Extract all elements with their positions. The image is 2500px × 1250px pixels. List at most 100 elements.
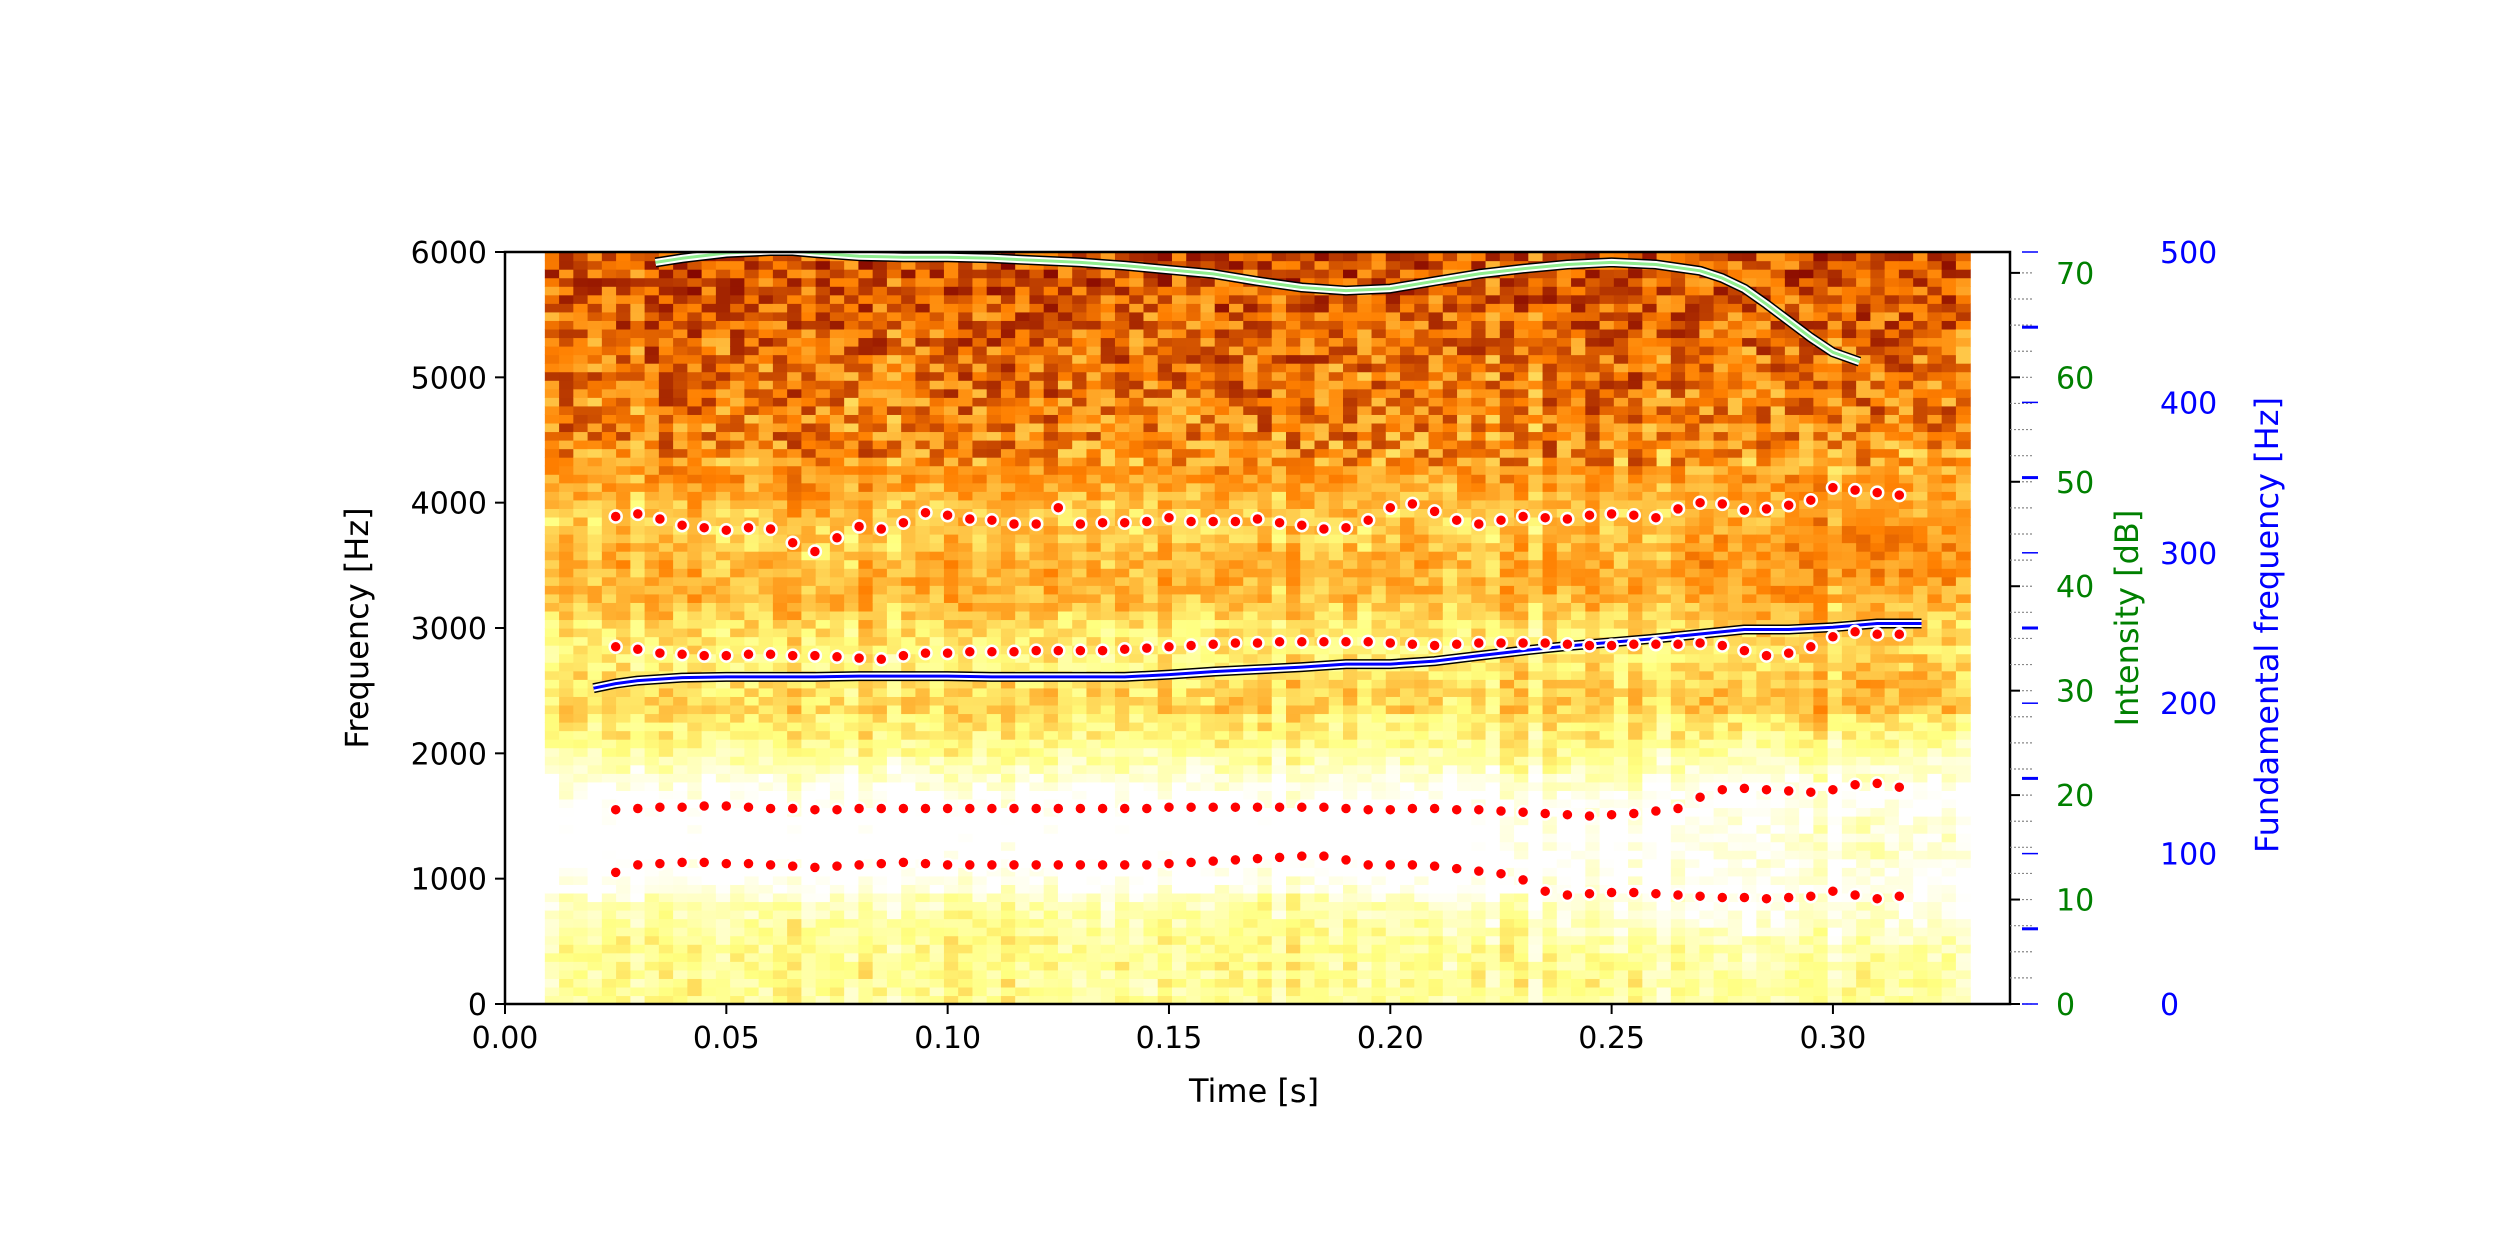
y-tick-label: 3000	[411, 612, 487, 647]
formant-point	[741, 520, 756, 535]
formant-point	[1360, 634, 1376, 650]
formant-point	[1427, 638, 1442, 653]
x-axis-label: Time [s]	[1188, 1072, 1319, 1110]
y-axis-label: Frequency [Hz]	[338, 507, 376, 748]
formant-point	[1892, 487, 1907, 503]
formant-point	[962, 644, 978, 660]
formant-point	[1759, 782, 1774, 797]
formant-point	[630, 801, 646, 816]
intensity-tick-label: 10	[2056, 884, 2094, 919]
formant-point	[1825, 782, 1841, 797]
formant-point	[1205, 637, 1221, 652]
formant-point	[1161, 510, 1177, 525]
intensity-tick-label: 0	[2056, 988, 2075, 1023]
formant-point	[785, 535, 800, 551]
formant-point	[1537, 806, 1553, 821]
formant-point	[1515, 804, 1531, 820]
formant-point	[874, 801, 889, 816]
formant-markers	[608, 480, 1907, 906]
formant-point	[1073, 516, 1088, 532]
formant-point	[1471, 863, 1487, 879]
formant-point	[1294, 799, 1310, 815]
formant-point	[1161, 856, 1177, 871]
formant-point	[1869, 627, 1885, 642]
formant-point	[896, 515, 911, 530]
formant-point	[1006, 644, 1022, 660]
formant-point	[1825, 883, 1841, 899]
formant-point	[874, 652, 889, 667]
formant-point	[1648, 637, 1664, 652]
formant-point	[918, 645, 933, 661]
formant-point	[1781, 645, 1796, 661]
formant-point	[829, 649, 845, 665]
formant-point	[1161, 799, 1177, 815]
formant-point	[1006, 857, 1022, 873]
formant-point	[1316, 799, 1332, 815]
formant-point	[1471, 802, 1487, 817]
formant-point	[984, 857, 1000, 873]
formant-point	[1604, 638, 1619, 653]
formant-point	[1582, 638, 1597, 653]
formant-point	[896, 855, 911, 870]
formant-point	[1737, 890, 1752, 905]
formant-point	[1228, 852, 1243, 868]
formant-point	[962, 511, 978, 527]
formant-point	[1338, 634, 1354, 650]
formant-series-f1	[608, 848, 1907, 906]
formant-point	[1648, 803, 1664, 819]
formant-point	[719, 856, 734, 871]
pitch-tick-label: 0	[2160, 988, 2179, 1023]
formant-point	[940, 507, 955, 523]
y-tick-label: 0	[468, 988, 487, 1023]
formant-point	[1781, 783, 1796, 799]
formant-point	[763, 857, 778, 873]
intensity-tick-label: 60	[2056, 361, 2094, 396]
formant-point	[630, 642, 646, 657]
formant-point	[1648, 510, 1664, 525]
formant-point	[741, 647, 756, 662]
formant-point	[1825, 480, 1841, 495]
formant-point	[1228, 635, 1243, 651]
formant-point	[1626, 637, 1642, 652]
formant-point	[851, 801, 867, 816]
formant-point	[652, 511, 668, 527]
formant-point	[1073, 643, 1088, 658]
formant-point	[1051, 500, 1066, 515]
formant-point	[1847, 887, 1863, 903]
formant-point	[940, 857, 955, 873]
formant-point	[1183, 514, 1199, 529]
formant-point	[851, 857, 867, 873]
formant-point	[1449, 802, 1464, 817]
formant-point	[1670, 637, 1686, 652]
formant-point	[1051, 643, 1066, 658]
formant-point	[807, 648, 823, 663]
formant-point	[962, 801, 978, 816]
formant-point	[1250, 799, 1265, 815]
formant-point	[1051, 857, 1066, 873]
formant-point	[630, 857, 646, 873]
formant-point	[1869, 776, 1885, 791]
formant-point	[719, 648, 734, 663]
formant-point	[785, 801, 800, 816]
formant-point	[1117, 801, 1132, 816]
formant-point	[1405, 801, 1420, 816]
formant-point	[940, 645, 955, 661]
intensity-tick-label: 20	[2056, 779, 2094, 814]
formant-point	[1006, 801, 1022, 816]
formant-point	[1759, 648, 1774, 663]
x-tick-label: 0.10	[914, 1021, 981, 1056]
formant-series-f2	[608, 776, 1907, 824]
y-tick-label: 1000	[411, 863, 487, 898]
y-tick-label: 6000	[411, 236, 487, 271]
formant-point	[984, 512, 1000, 528]
pitch-axis-label: Fundamental frequency [Hz]	[2248, 397, 2286, 853]
formant-point	[1648, 886, 1664, 901]
formant-point	[1338, 520, 1354, 535]
formant-point	[896, 801, 911, 816]
formant-point	[1737, 502, 1752, 518]
formant-point	[1803, 784, 1819, 800]
formant-point	[1515, 635, 1531, 651]
formant-point	[807, 860, 823, 875]
formant-point	[652, 645, 668, 661]
formant-point	[608, 865, 623, 880]
